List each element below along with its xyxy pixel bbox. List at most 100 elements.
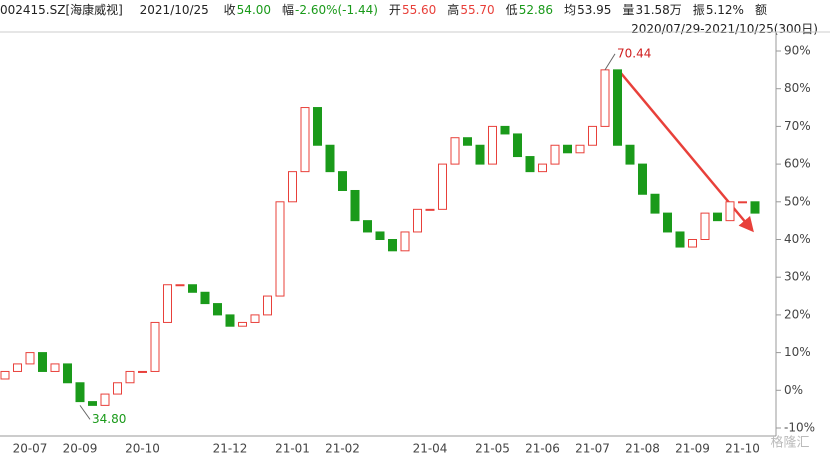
y-tick-label: -10% xyxy=(784,421,815,435)
candle-body xyxy=(238,321,247,327)
candle-body xyxy=(63,363,72,384)
candle-body xyxy=(413,208,422,233)
candle-body xyxy=(200,291,210,305)
x-tick-label: 21-07 xyxy=(575,442,610,456)
candle-body xyxy=(250,314,260,323)
x-tick-label: 20-07 xyxy=(13,442,48,456)
candle-body xyxy=(150,321,160,372)
candle-body xyxy=(638,163,647,195)
candle-body xyxy=(700,212,710,240)
candle-body xyxy=(138,370,147,373)
candle-body xyxy=(25,352,35,365)
candle-body xyxy=(575,144,585,154)
candle-body xyxy=(225,314,235,327)
candle-body xyxy=(388,239,397,252)
candle-body xyxy=(600,69,610,127)
quote-value: 55.70 xyxy=(460,3,495,17)
x-tick-label: 21-08 xyxy=(625,442,660,456)
candle-body xyxy=(713,212,722,222)
candle-body xyxy=(113,382,122,395)
candle-body xyxy=(688,239,697,248)
quote-value: 5.12% xyxy=(705,3,744,17)
y-tick-label: 0% xyxy=(784,383,803,397)
x-tick-label: 21-09 xyxy=(675,442,710,456)
quote-label: 均 xyxy=(564,3,577,17)
annotation-leader xyxy=(604,53,616,71)
candle-body xyxy=(350,189,360,222)
quote-header: 002415.SZ[海康威视] 2021/10/25 收54.00 幅-2.60%… xyxy=(0,0,830,20)
candle-body xyxy=(675,231,685,248)
candle-body xyxy=(175,284,185,287)
y-tick-label: 10% xyxy=(784,345,811,359)
candle-body xyxy=(550,144,560,165)
candle-body xyxy=(125,370,135,384)
candle-body xyxy=(0,370,10,380)
candle-body xyxy=(363,220,372,233)
candle-body xyxy=(13,363,22,372)
candle-body xyxy=(300,107,310,173)
x-tick-label: 21-02 xyxy=(325,442,360,456)
x-tick-label: 20-09 xyxy=(63,442,98,456)
candle-body xyxy=(38,352,47,372)
x-tick-label: 21-06 xyxy=(525,442,560,456)
candle-body xyxy=(275,201,285,297)
quote-label: 低 xyxy=(505,3,518,17)
candle-body xyxy=(663,212,672,233)
y-tick-label: 70% xyxy=(784,119,811,133)
candle-body xyxy=(375,231,385,241)
y-tick-label: 90% xyxy=(784,44,811,58)
y-tick-label: 60% xyxy=(784,157,811,171)
quote-value: 52.86 xyxy=(518,3,554,17)
candle-body xyxy=(288,171,297,203)
y-tick-label: 30% xyxy=(784,270,811,284)
candle-body xyxy=(538,163,547,173)
candle-body xyxy=(425,208,435,211)
quote-label: 量 xyxy=(622,3,635,17)
candle-body xyxy=(513,133,522,158)
candle-body xyxy=(500,125,510,135)
candle-body xyxy=(563,144,572,154)
candle-body xyxy=(75,382,85,403)
date: 2021/10/25 xyxy=(139,3,209,17)
candle-body xyxy=(525,156,535,173)
candle-body xyxy=(100,393,110,406)
x-tick-label: 21-05 xyxy=(475,442,510,456)
candle-body xyxy=(475,144,485,165)
quote-value: 53.95 xyxy=(577,3,612,17)
candle-body xyxy=(438,163,447,210)
candle-body xyxy=(88,401,97,406)
candle-body xyxy=(625,144,635,165)
y-tick-label: 50% xyxy=(784,194,811,208)
candle-body xyxy=(263,295,272,316)
candle-body xyxy=(738,201,747,204)
candle-body xyxy=(338,171,347,191)
quote-label: 高 xyxy=(447,3,460,17)
quote-label: 振 xyxy=(692,3,705,17)
quote-value: 55.60 xyxy=(401,3,437,17)
annotation: 34.80 xyxy=(92,412,126,426)
x-tick-label: 21-10 xyxy=(725,442,760,456)
quote-label: 额 xyxy=(754,3,767,17)
quote-value: 31.58万 xyxy=(635,3,682,17)
x-tick-label: 21-01 xyxy=(275,442,310,456)
y-tick-label: 80% xyxy=(784,81,811,95)
candle-body xyxy=(163,284,172,323)
y-tick-label: 40% xyxy=(784,232,811,246)
candle-body xyxy=(650,193,660,214)
x-tick-label: 20-10 xyxy=(125,442,160,456)
quote-label: 幅 xyxy=(282,3,295,17)
x-tick-label: 21-04 xyxy=(413,442,448,456)
quote-label: 收 xyxy=(223,3,236,17)
symbol: 002415.SZ[海康威视] xyxy=(0,3,123,17)
candle-body xyxy=(188,284,197,293)
y-tick-label: 20% xyxy=(784,307,811,321)
candle-body xyxy=(463,137,472,146)
candle-body xyxy=(613,69,622,146)
candle-body xyxy=(450,137,460,165)
watermark: 格隆汇 xyxy=(770,435,809,451)
quote-value: 54.00 xyxy=(236,3,272,17)
candle-body xyxy=(213,303,222,316)
annotation-leader xyxy=(79,405,91,420)
